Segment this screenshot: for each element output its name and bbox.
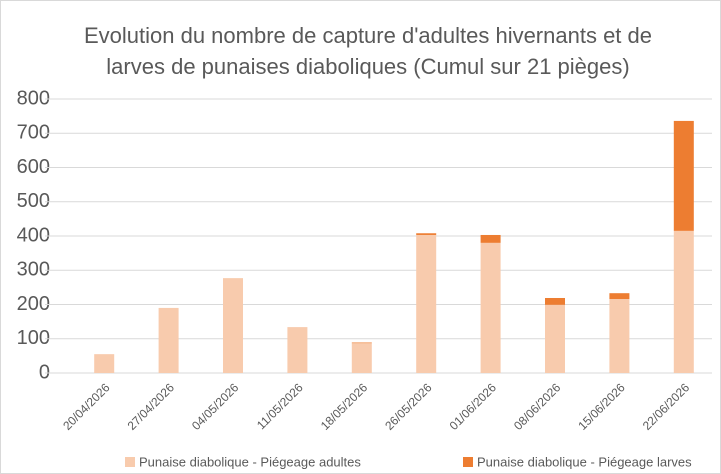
bar-segment — [223, 278, 243, 373]
bar-segment — [480, 234, 501, 243]
y-tick-label: 100 — [17, 327, 50, 349]
legend-label: Punaise diabolique - Piégeage larves — [477, 454, 692, 469]
bar-segment — [351, 343, 372, 373]
bar-segment — [287, 327, 308, 373]
bar-segment — [416, 234, 437, 373]
chart-title: larves de punaises diaboliques (Cumul su… — [106, 54, 629, 79]
legend-label: Punaise diabolique - Piégeage adultes — [139, 454, 361, 469]
bar-segment — [351, 342, 372, 344]
bar-segment — [673, 230, 694, 373]
y-tick-label: 700 — [17, 122, 50, 144]
y-tick-label: 500 — [17, 190, 50, 212]
bar-segment — [609, 293, 630, 300]
y-tick-label: 800 — [17, 87, 50, 109]
bar-segment — [545, 304, 565, 373]
bar-segment — [94, 354, 115, 373]
bar-segment — [480, 242, 501, 373]
bar-segment — [158, 307, 179, 373]
bar-segment — [545, 297, 565, 305]
legend-swatch — [125, 457, 135, 467]
y-tick-label: 600 — [17, 156, 50, 178]
y-tick-label: 300 — [17, 259, 50, 281]
bar-segment — [609, 299, 630, 373]
legend-swatch — [463, 457, 473, 467]
y-tick-label: 400 — [17, 224, 50, 246]
y-tick-label: 0 — [39, 361, 50, 383]
bar-segment — [673, 120, 694, 231]
bar-segment — [416, 233, 437, 235]
y-tick-label: 200 — [17, 293, 50, 315]
chart-title: Evolution du nombre de capture d'adultes… — [84, 23, 652, 48]
